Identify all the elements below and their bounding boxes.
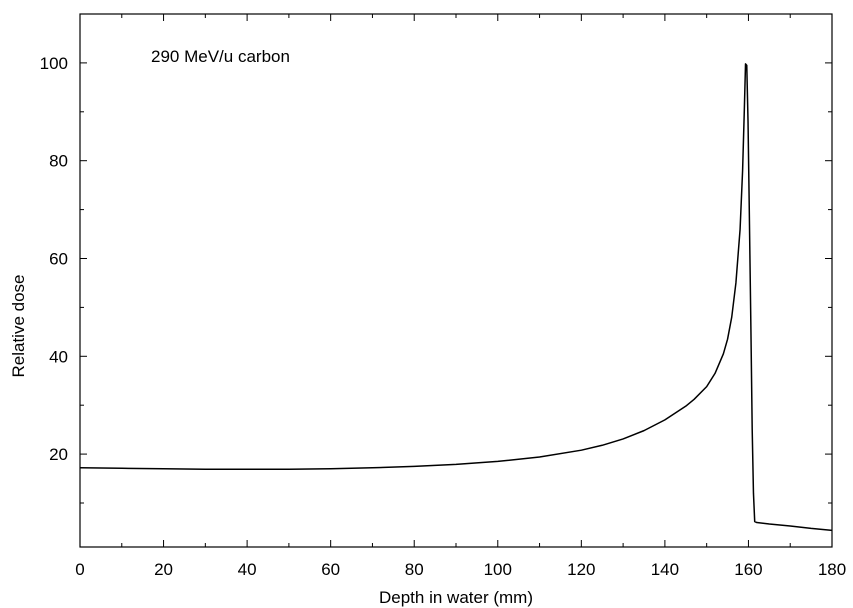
x-tick-label: 20: [154, 560, 173, 579]
y-tick-label: 20: [49, 445, 68, 464]
dose-curve: [79, 63, 833, 532]
y-tick-label: 40: [49, 347, 68, 366]
x-tick-label: 160: [734, 560, 762, 579]
x-tick-label: 0: [75, 560, 84, 579]
y-tick-labels: 20 40 60 80 100: [40, 54, 68, 464]
x-tick-label: 100: [484, 560, 512, 579]
y-tick-label: 80: [49, 152, 68, 171]
x-tick-labels: 0 20 40 60 80 100 120 140 160 180: [75, 560, 846, 579]
x-tick-label: 60: [321, 560, 340, 579]
x-tick-label: 80: [405, 560, 424, 579]
x-tick-label: 40: [238, 560, 257, 579]
x-tick-label: 180: [818, 560, 846, 579]
plot-frame: [79, 13, 833, 548]
y-axis-label: Relative dose: [9, 274, 28, 377]
x-tick-label: 140: [651, 560, 679, 579]
axis-ticks: [79, 13, 833, 547]
beam-annotation: 290 MeV/u carbon: [151, 47, 290, 66]
y-tick-label: 60: [49, 249, 68, 268]
x-axis-label: Depth in water (mm): [379, 588, 533, 607]
y-tick-label: 100: [40, 54, 68, 73]
x-tick-label: 120: [567, 560, 595, 579]
